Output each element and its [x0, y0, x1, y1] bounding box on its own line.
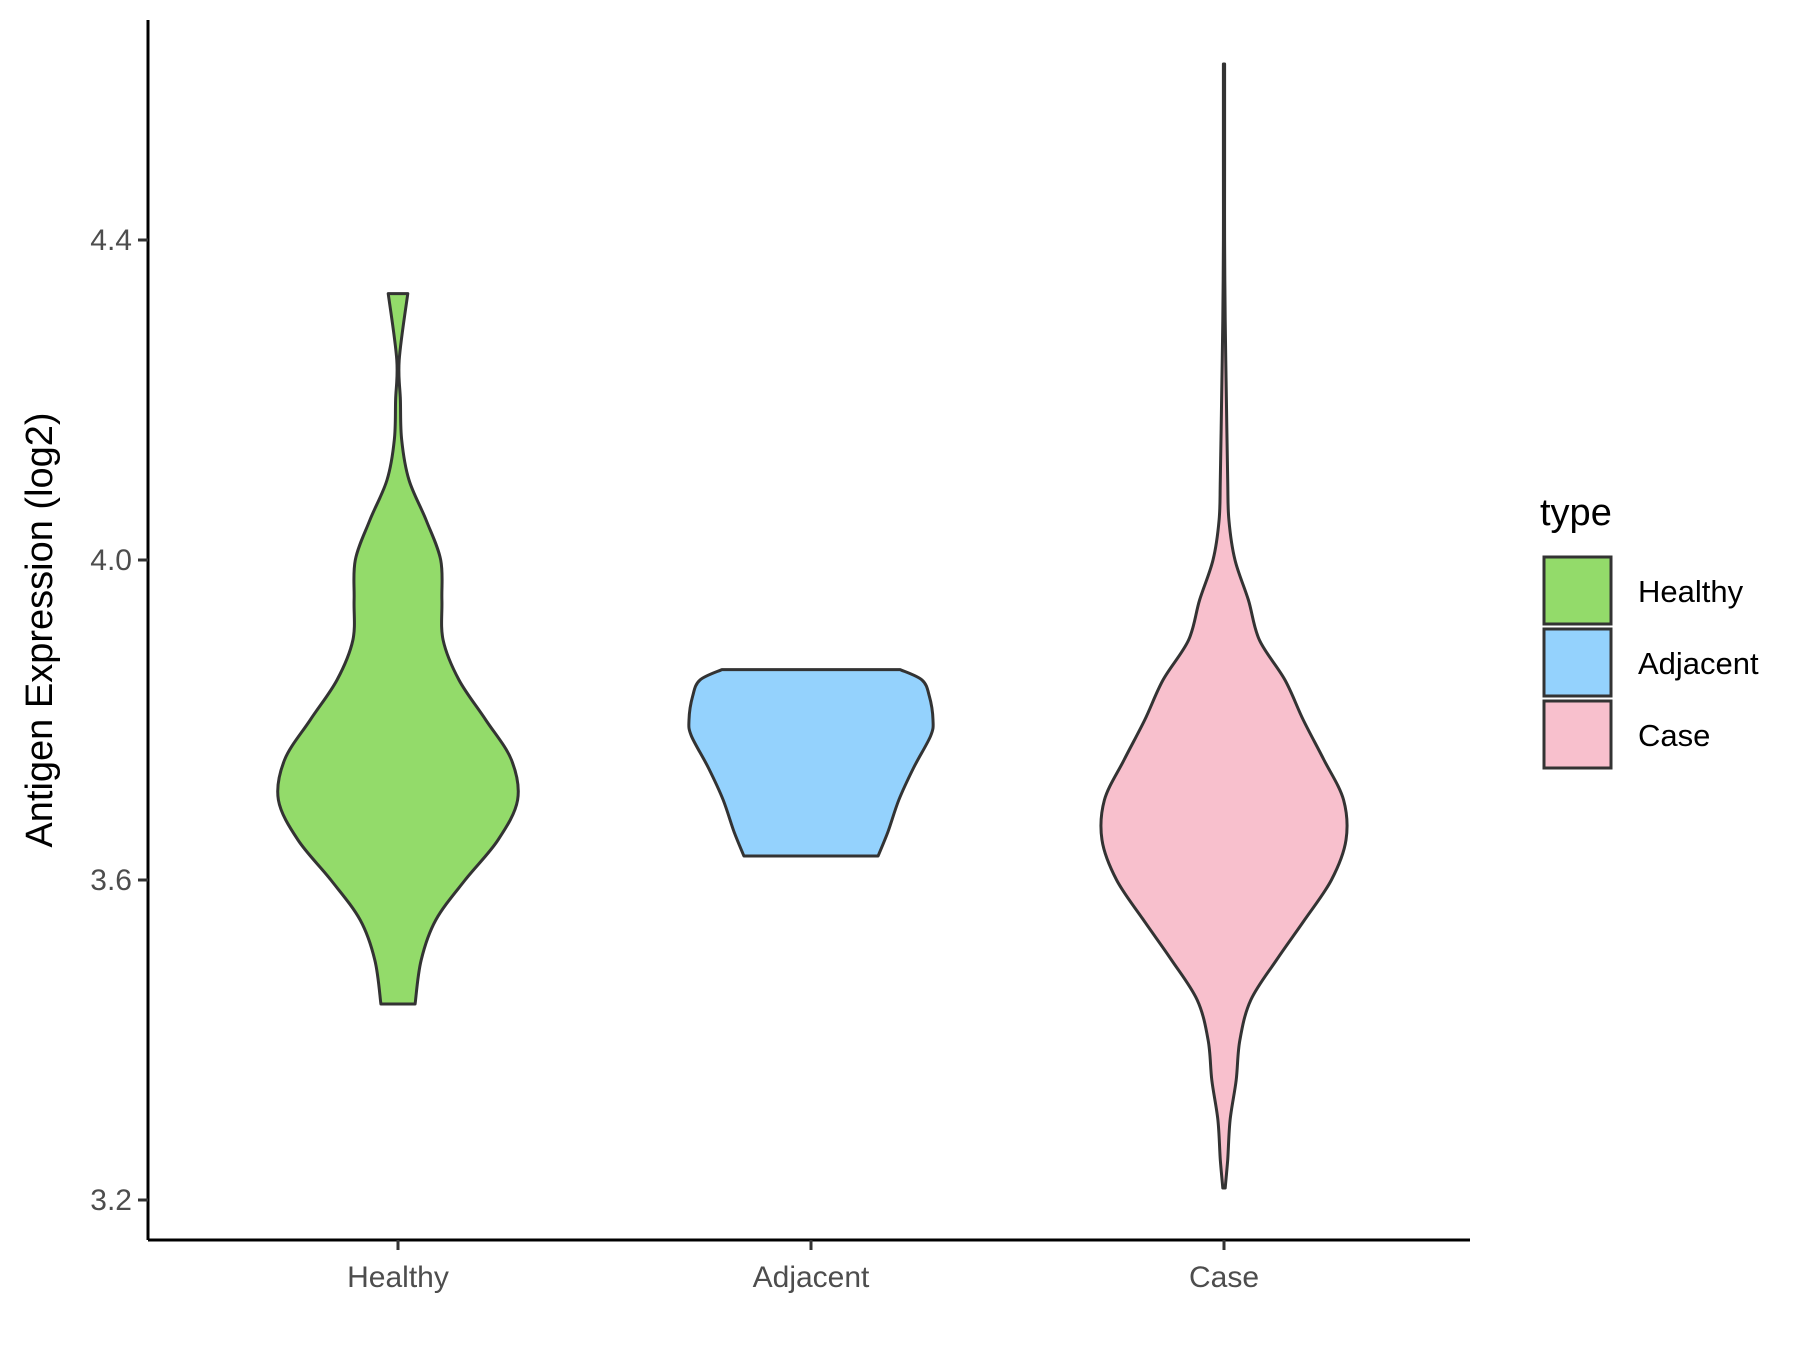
violin-adjacent [687, 668, 935, 858]
legend: type Healthy Adjacent Case [1540, 492, 1759, 770]
violins-layer [276, 62, 1349, 1190]
axes-layer: 3.2 3.6 4.0 4.4 Healthy Adjacent Case Antigen E… [19, 20, 1470, 1294]
y-tick-label: 4.4 [90, 224, 132, 257]
violin-case [1099, 62, 1349, 1190]
legend-swatch-healthy [1542, 555, 1613, 626]
legend-swatch-case [1542, 699, 1613, 770]
legend-label-adjacent: Adjacent [1638, 646, 1759, 681]
legend-label-case: Case [1638, 718, 1710, 753]
x-tick-label: Healthy [347, 1261, 449, 1294]
legend-title: type [1540, 492, 1612, 534]
x-tick-label: Case [1189, 1261, 1259, 1294]
y-tick-label: 3.6 [90, 864, 132, 897]
x-tick-label: Adjacent [753, 1261, 870, 1294]
legend-swatch-adjacent [1542, 627, 1613, 698]
y-tick-label: 4.0 [90, 544, 132, 577]
y-tick-label: 3.2 [90, 1184, 132, 1217]
y-axis-title: Antigen Expression (log2) [19, 412, 61, 847]
legend-label-healthy: Healthy [1638, 574, 1744, 609]
violin-healthy [276, 292, 520, 1006]
